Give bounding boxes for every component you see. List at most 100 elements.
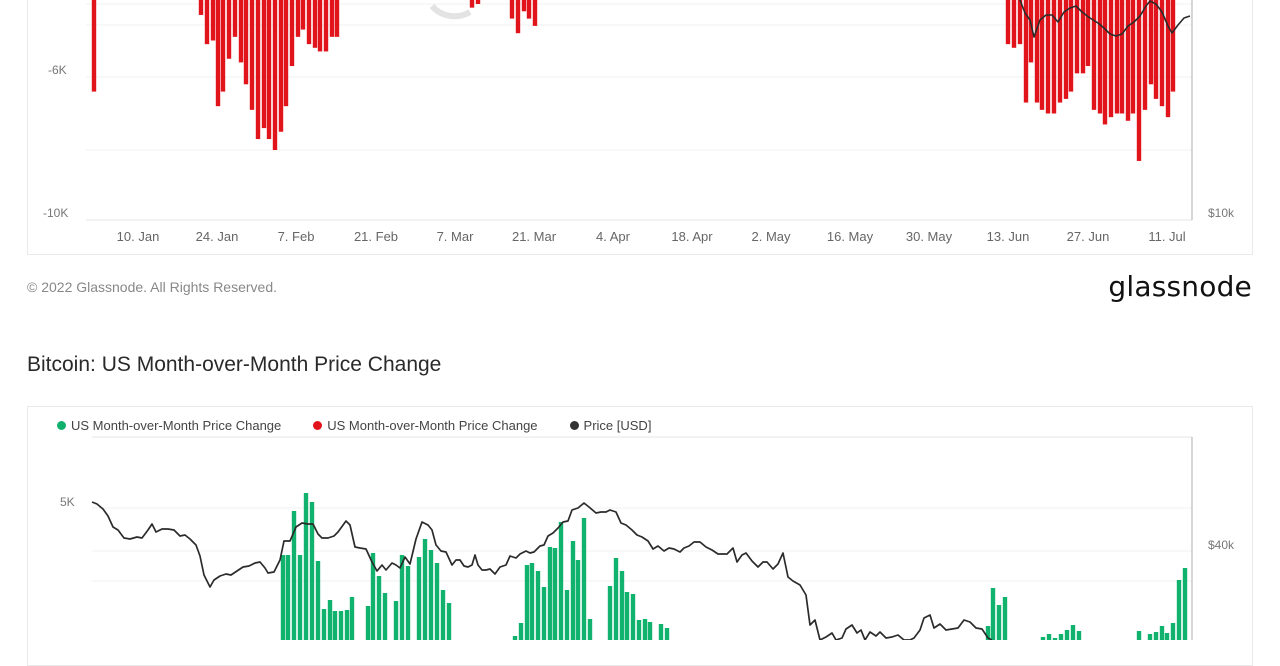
negative-change-bar[interactable] <box>1080 0 1086 74</box>
positive-change-bar[interactable] <box>303 493 309 640</box>
negative-change-bar[interactable] <box>283 0 289 107</box>
glassnode-logo[interactable]: glassnode <box>1108 270 1252 303</box>
positive-change-bar[interactable] <box>529 563 535 640</box>
positive-change-bar[interactable] <box>1046 634 1052 640</box>
positive-change-bar[interactable] <box>558 522 564 640</box>
positive-change-bar[interactable] <box>440 590 446 640</box>
negative-change-bar[interactable] <box>1074 0 1080 74</box>
positive-change-bar[interactable] <box>1182 568 1188 640</box>
negative-change-bar[interactable] <box>521 0 527 12</box>
positive-change-bar[interactable] <box>1159 626 1165 640</box>
negative-change-bar[interactable] <box>1011 0 1017 48</box>
positive-change-bar[interactable] <box>1147 634 1153 640</box>
negative-change-bar[interactable] <box>220 0 226 92</box>
positive-change-bar[interactable] <box>985 626 991 640</box>
positive-change-bar[interactable] <box>1002 597 1008 640</box>
positive-change-bar[interactable] <box>376 576 382 640</box>
negative-change-bar[interactable] <box>1108 0 1114 118</box>
positive-change-bar[interactable] <box>321 609 327 640</box>
negative-change-bar[interactable] <box>1034 0 1040 103</box>
positive-change-bar[interactable] <box>512 636 518 640</box>
negative-change-bar[interactable] <box>295 0 301 37</box>
negative-change-bar[interactable] <box>1023 0 1029 103</box>
negative-change-bar[interactable] <box>317 0 323 52</box>
negative-change-bar[interactable] <box>91 0 97 92</box>
negative-change-bar[interactable] <box>1153 0 1159 99</box>
negative-change-bar[interactable] <box>289 0 295 67</box>
negative-change-bar[interactable] <box>1045 0 1051 114</box>
negative-change-bar[interactable] <box>278 0 284 132</box>
positive-change-bar[interactable] <box>1170 623 1176 640</box>
negative-change-bar[interactable] <box>329 0 335 37</box>
negative-change-bar[interactable] <box>526 0 532 19</box>
positive-change-bar[interactable] <box>587 619 593 640</box>
negative-change-bar[interactable] <box>210 0 216 41</box>
positive-change-bar[interactable] <box>1040 637 1046 640</box>
negative-change-bar[interactable] <box>1051 0 1057 114</box>
positive-change-bar[interactable] <box>1064 630 1070 640</box>
positive-change-bar[interactable] <box>564 590 570 640</box>
positive-change-bar[interactable] <box>1070 625 1076 640</box>
negative-change-bar[interactable] <box>1068 0 1074 92</box>
negative-change-bar[interactable] <box>255 0 261 140</box>
negative-change-bar[interactable] <box>266 0 272 140</box>
negative-change-bar[interactable] <box>1119 0 1125 114</box>
negative-change-bar[interactable] <box>1125 0 1131 121</box>
negative-change-bar[interactable] <box>1091 0 1097 110</box>
positive-change-bar[interactable] <box>613 558 619 640</box>
negative-change-bar[interactable] <box>323 0 329 52</box>
negative-change-bar[interactable] <box>243 0 249 85</box>
positive-change-bar[interactable] <box>535 571 541 640</box>
negative-change-bar[interactable] <box>312 0 318 48</box>
positive-change-bar[interactable] <box>607 586 613 640</box>
negative-change-bar[interactable] <box>1102 0 1108 125</box>
positive-change-bar[interactable] <box>518 623 524 640</box>
positive-change-bar[interactable] <box>285 555 291 640</box>
positive-change-bar[interactable] <box>990 588 996 640</box>
negative-change-bar[interactable] <box>306 0 312 45</box>
positive-change-bar[interactable] <box>280 555 286 640</box>
negative-change-bar[interactable] <box>238 0 244 63</box>
positive-change-bar[interactable] <box>422 539 428 640</box>
positive-change-bar[interactable] <box>382 593 388 640</box>
positive-change-bar[interactable] <box>338 611 344 640</box>
legend-item-negative-change[interactable]: US Month-over-Month Price Change <box>313 418 538 433</box>
negative-change-bar[interactable] <box>1005 0 1011 45</box>
negative-change-bar[interactable] <box>261 0 267 129</box>
negative-change-bar[interactable] <box>334 0 340 37</box>
negative-change-bar[interactable] <box>1085 0 1091 67</box>
positive-change-bar[interactable] <box>405 566 411 640</box>
positive-change-bar[interactable] <box>291 511 297 640</box>
positive-change-bar[interactable] <box>393 601 399 640</box>
positive-change-bar[interactable] <box>297 555 303 640</box>
positive-change-bar[interactable] <box>1164 633 1170 640</box>
positive-change-bar[interactable] <box>434 563 440 640</box>
positive-change-bar[interactable] <box>428 550 434 640</box>
positive-change-bar[interactable] <box>547 547 553 640</box>
positive-change-bar[interactable] <box>315 561 321 640</box>
positive-change-bar[interactable] <box>996 605 1002 640</box>
positive-change-bar[interactable] <box>647 622 653 640</box>
positive-change-bar[interactable] <box>399 555 405 640</box>
positive-change-bar[interactable] <box>541 587 547 640</box>
positive-change-bar[interactable] <box>1136 631 1142 640</box>
positive-change-bar[interactable] <box>1153 632 1159 640</box>
positive-change-bar[interactable] <box>630 594 636 640</box>
negative-change-bar[interactable] <box>1130 0 1136 114</box>
positive-change-bar[interactable] <box>416 557 422 640</box>
positive-change-bar[interactable] <box>332 611 338 640</box>
positive-change-bar[interactable] <box>552 548 558 640</box>
positive-change-bar[interactable] <box>309 502 315 640</box>
negative-change-bar[interactable] <box>272 0 278 150</box>
negative-change-bar[interactable] <box>1057 0 1063 103</box>
negative-change-bar[interactable] <box>1028 0 1034 63</box>
negative-change-bar[interactable] <box>249 0 255 110</box>
negative-change-bar[interactable] <box>1136 0 1142 161</box>
positive-change-bar[interactable] <box>1076 631 1082 640</box>
negative-change-bar[interactable] <box>1170 0 1176 92</box>
positive-change-bar[interactable] <box>570 541 576 640</box>
positive-change-bar[interactable] <box>524 565 530 640</box>
positive-change-bar[interactable] <box>370 553 376 640</box>
positive-change-bar[interactable] <box>619 571 625 640</box>
negative-change-bar[interactable] <box>469 0 475 8</box>
